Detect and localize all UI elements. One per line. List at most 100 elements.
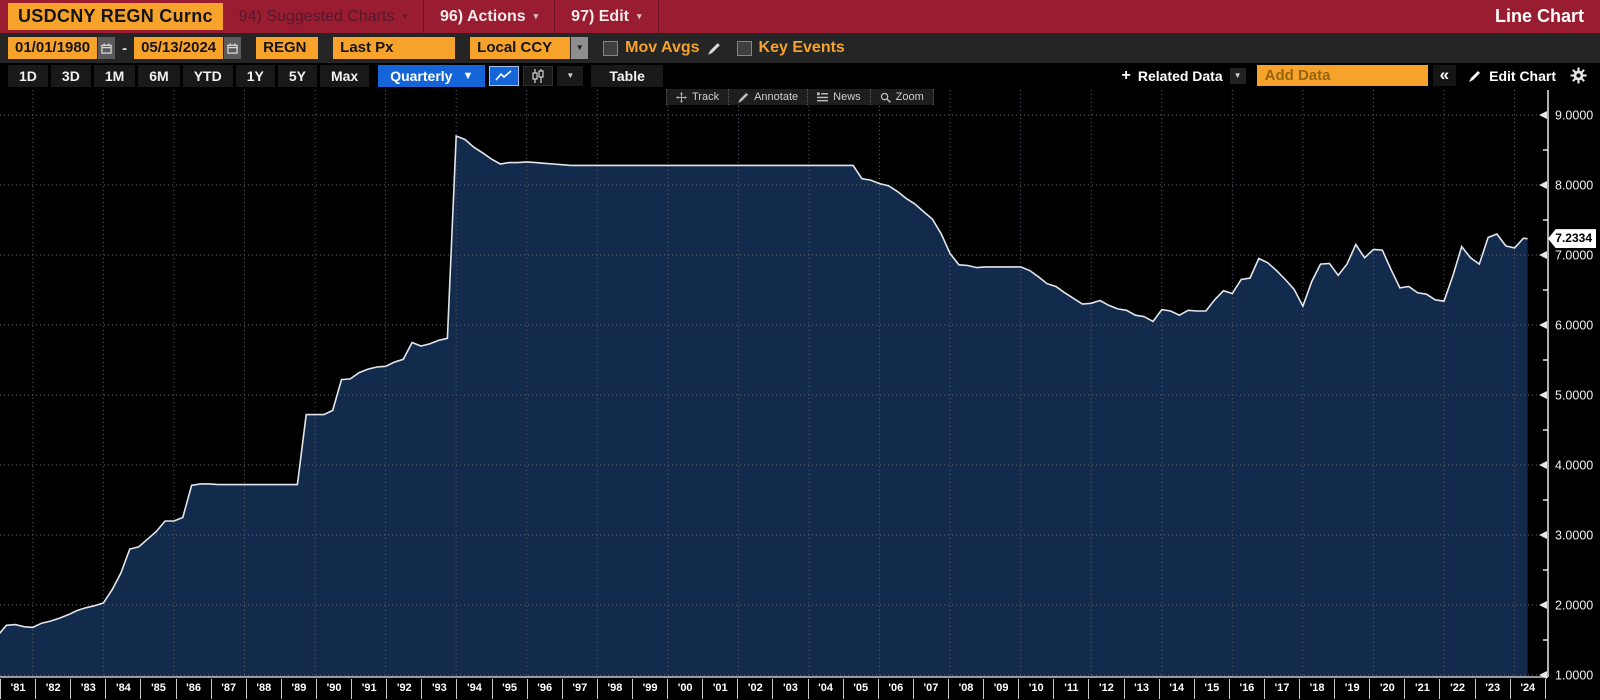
- chevron-down-icon: ▾: [636, 11, 642, 21]
- x-axis-year-label: '00: [667, 679, 702, 699]
- edit-chart-button[interactable]: Edit Chart: [1461, 68, 1563, 84]
- period-button-1y[interactable]: 1Y: [235, 64, 275, 87]
- y-axis-label: 1.0000: [1555, 669, 1593, 683]
- date-range-separator: -: [122, 39, 128, 57]
- price-area: [0, 136, 1528, 677]
- news-label: News: [833, 91, 861, 103]
- x-axis-year-label: '23: [1474, 679, 1510, 699]
- chevron-down-icon: ▼: [1229, 67, 1246, 84]
- x-axis: '81'82'83'84'85'86'87'88'89'90'91'92'93 '…: [0, 679, 1546, 699]
- chevron-down-icon: ▼: [462, 69, 474, 82]
- x-axis-year-label: '02: [737, 679, 772, 699]
- x-axis-year-label: '05: [842, 679, 878, 699]
- mov-avgs-label: Mov Avgs: [625, 39, 700, 56]
- x-axis-year-label: '81: [0, 679, 35, 699]
- x-axis-year-label: '89: [280, 679, 316, 699]
- settings-bar: 01/01/1980 - 05/13/2024 REGN Last Px Loc…: [0, 33, 1600, 63]
- security-ticker[interactable]: USDCNY REGN Curnc: [8, 3, 223, 30]
- add-data-input[interactable]: [1256, 65, 1428, 86]
- last-price-tag: 7.2334: [1548, 229, 1596, 249]
- x-axis-year-label: '04: [807, 679, 843, 699]
- title-bar: USDCNY REGN Curnc 94) Suggested Charts ▾…: [0, 0, 1600, 33]
- news-button[interactable]: News: [807, 89, 870, 105]
- x-axis-year-label: '19: [1334, 679, 1369, 699]
- y-axis-label: 9.0000: [1555, 109, 1593, 123]
- period-button-5y[interactable]: 5Y: [277, 64, 317, 87]
- x-axis-year-label: '93: [421, 679, 456, 699]
- plus-icon: +: [1121, 66, 1131, 84]
- y-axis-label: 8.0000: [1555, 179, 1593, 193]
- x-axis-year-label: '82: [35, 679, 70, 699]
- chart-canvas[interactable]: 1.0000 2.0000 3.0000 4.0000 5.0000 6.0000 7.00…: [0, 88, 1600, 700]
- currency-selector[interactable]: Local CCY: [470, 37, 571, 59]
- x-axis-year-label: '09: [983, 679, 1018, 699]
- x-axis-year-label: '08: [947, 679, 983, 699]
- date-from-field[interactable]: 01/01/1980: [8, 37, 98, 59]
- y-axis-label: 5.0000: [1555, 389, 1593, 403]
- line-chart-type-button[interactable]: [489, 65, 520, 86]
- x-axis-year-label: '97: [561, 679, 597, 699]
- key-events-checkbox[interactable]: [736, 40, 752, 56]
- menu-suggested-charts-label: 94) Suggested Charts: [238, 8, 395, 25]
- x-axis-year-label: '07: [912, 679, 948, 699]
- period-button-3d[interactable]: 3D: [50, 64, 91, 87]
- key-events-label: Key Events: [758, 39, 845, 56]
- period-button-1m[interactable]: 1M: [93, 64, 136, 87]
- related-data-label: Related Data: [1137, 67, 1223, 84]
- date-to-field[interactable]: 05/13/2024: [134, 37, 224, 59]
- price-field-selector[interactable]: Last Px: [333, 37, 456, 59]
- frequency-label: Quarterly: [390, 67, 453, 84]
- gear-icon[interactable]: [1568, 67, 1592, 84]
- x-axis-year-label: '86: [175, 679, 211, 699]
- frequency-selector[interactable]: Quarterly ▼: [378, 64, 486, 87]
- x-axis-year-label: '99: [631, 679, 667, 699]
- x-axis-year-label: '85: [140, 679, 175, 699]
- x-axis-year-label: '87: [210, 679, 246, 699]
- x-axis-year-label: '14: [1158, 679, 1194, 699]
- x-axis-year-label: '24: [1509, 679, 1546, 699]
- x-axis-year-label: '21: [1404, 679, 1439, 699]
- x-axis-year-label: '01: [702, 679, 737, 699]
- related-data-button[interactable]: + Related Data ▼: [1115, 67, 1251, 85]
- chevron-down-icon: ▾: [402, 11, 407, 21]
- x-axis-year-label: '06: [877, 679, 913, 699]
- period-button-1d[interactable]: 1D: [8, 64, 48, 87]
- zoom-button[interactable]: Zoom: [869, 89, 934, 105]
- y-axis: 1.0000 2.0000 3.0000 4.0000 5.0000 6.0000 7.00…: [0, 90, 1593, 683]
- annotate-button[interactable]: Annotate: [728, 89, 808, 105]
- chart-type-dropdown[interactable]: ▼: [557, 65, 584, 86]
- x-axis-year-label: '83: [70, 679, 105, 699]
- period-button-6m[interactable]: 6M: [138, 64, 180, 87]
- menu-edit-label: 97) Edit: [571, 8, 629, 25]
- track-button[interactable]: Track: [666, 89, 729, 105]
- table-button[interactable]: Table: [591, 64, 663, 87]
- annotate-label: Annotate: [754, 91, 799, 103]
- y-axis-label: 7.0000: [1555, 249, 1593, 263]
- x-axis-year-label: '90: [315, 679, 351, 699]
- menu-actions[interactable]: 96) Actions ▾: [424, 0, 556, 33]
- track-label: Track: [692, 91, 720, 103]
- menu-suggested-charts[interactable]: 94) Suggested Charts ▾: [223, 0, 424, 33]
- x-axis-year-label: '91: [351, 679, 386, 699]
- x-axis-year-label: '18: [1299, 679, 1334, 699]
- menu-edit[interactable]: 97) Edit ▾: [555, 0, 659, 33]
- pencil-icon[interactable]: [707, 41, 722, 56]
- y-axis-label: 2.0000: [1555, 599, 1593, 613]
- x-axis-year-label: '12: [1088, 679, 1123, 699]
- calendar-icon[interactable]: [98, 37, 116, 59]
- x-axis-year-label: '88: [245, 679, 281, 699]
- period-button-ytd[interactable]: YTD: [182, 64, 233, 87]
- chevron-down-icon[interactable]: ▼: [571, 37, 589, 59]
- x-axis-year-label: '96: [526, 679, 562, 699]
- calendar-icon[interactable]: [224, 37, 242, 59]
- chevron-down-icon: ▾: [533, 11, 539, 21]
- edit-chart-label: Edit Chart: [1489, 67, 1556, 84]
- pricing-source-field[interactable]: REGN: [256, 37, 319, 59]
- collapse-panel-button[interactable]: «: [1432, 65, 1457, 86]
- x-axis-year-label: '84: [105, 679, 140, 699]
- mov-avgs-checkbox[interactable]: [603, 40, 619, 56]
- period-button-max[interactable]: Max: [319, 64, 370, 87]
- x-axis-year-label: '94: [456, 679, 491, 699]
- candlestick-chart-type-button[interactable]: [523, 65, 554, 86]
- price-chart[interactable]: 1.0000 2.0000 3.0000 4.0000 5.0000 6.0000 7.00…: [0, 88, 1600, 700]
